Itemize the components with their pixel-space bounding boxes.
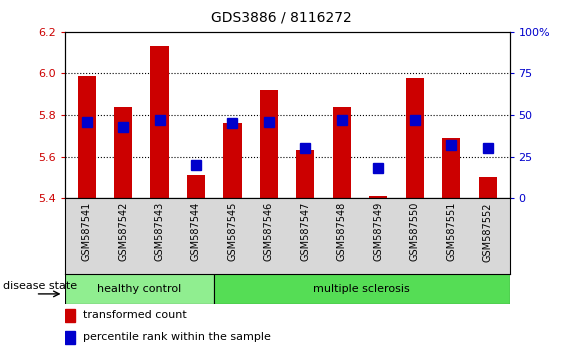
Bar <box>78 75 96 198</box>
Bar <box>369 196 387 198</box>
FancyBboxPatch shape <box>214 274 510 304</box>
Bar <box>296 150 315 198</box>
Bar <box>65 309 75 322</box>
Text: GSM587548: GSM587548 <box>337 202 347 261</box>
Bar <box>65 331 75 343</box>
Text: GSM587542: GSM587542 <box>118 202 128 261</box>
Bar <box>333 107 351 198</box>
Text: GSM587547: GSM587547 <box>300 202 310 261</box>
Text: transformed count: transformed count <box>83 310 187 320</box>
Text: disease state: disease state <box>3 281 77 291</box>
Bar <box>442 138 461 198</box>
Text: percentile rank within the sample: percentile rank within the sample <box>83 332 271 342</box>
Text: GSM587549: GSM587549 <box>373 202 383 261</box>
Text: healthy control: healthy control <box>97 284 182 295</box>
Text: GSM587552: GSM587552 <box>482 202 493 262</box>
Bar <box>150 46 169 198</box>
FancyBboxPatch shape <box>65 274 214 304</box>
Text: GSM587550: GSM587550 <box>410 202 420 261</box>
Text: multiple sclerosis: multiple sclerosis <box>314 284 410 295</box>
Text: GDS3886 / 8116272: GDS3886 / 8116272 <box>211 11 352 25</box>
Bar <box>260 90 278 198</box>
Bar <box>187 175 205 198</box>
Text: GSM587543: GSM587543 <box>154 202 164 261</box>
Bar <box>479 177 497 198</box>
Bar <box>114 107 132 198</box>
Text: GSM587551: GSM587551 <box>446 202 456 261</box>
Text: GSM587544: GSM587544 <box>191 202 201 261</box>
Bar <box>405 78 424 198</box>
Bar <box>224 124 242 198</box>
Text: GSM587546: GSM587546 <box>264 202 274 261</box>
Text: GSM587545: GSM587545 <box>227 202 238 261</box>
Text: GSM587541: GSM587541 <box>82 202 92 261</box>
